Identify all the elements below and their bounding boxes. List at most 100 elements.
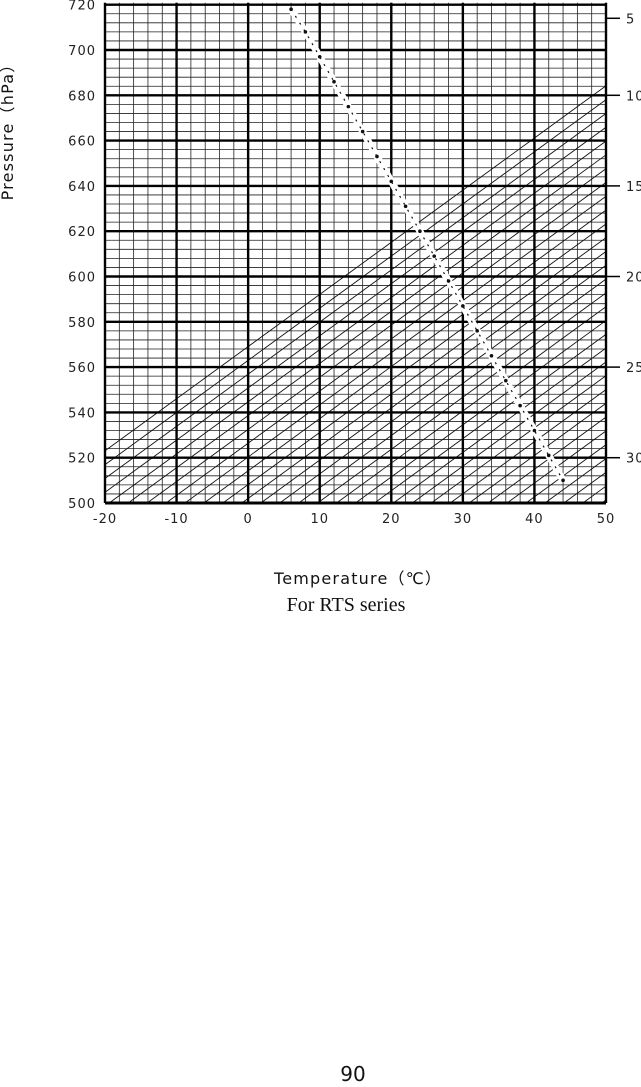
correction-curve (288, 7, 567, 483)
y-tick-label: 600 (68, 271, 96, 286)
isoline (493, 356, 595, 431)
figure-caption: For RTS series (286, 594, 406, 616)
isoline (203, 429, 305, 503)
isoline (152, 356, 254, 431)
y-tick-label: 500 (68, 497, 96, 512)
isoline (355, 429, 456, 503)
isoline (525, 444, 606, 503)
isoline (635, 0, 641, 65)
curve-point (489, 353, 494, 358)
isoline (574, 333, 606, 358)
y-tick-label: 540 (68, 406, 96, 421)
isoline (624, 138, 641, 211)
isoline (328, 283, 430, 358)
isoline (582, 485, 606, 503)
isoline (360, 356, 462, 431)
x-tick-label: 20 (382, 512, 401, 527)
isoline (404, 283, 505, 358)
isoline (336, 429, 438, 503)
isoline (604, 209, 606, 212)
y-tick-label: 560 (68, 361, 96, 376)
isoline (613, 284, 641, 357)
y-tick-label: 620 (68, 225, 96, 240)
isoline (572, 112, 606, 139)
right-tick-label: 20 (626, 271, 641, 286)
x-tick-label: 50 (597, 512, 616, 527)
isoline (536, 306, 606, 358)
curve-point (360, 129, 365, 134)
curve-point (518, 403, 522, 408)
isoline (466, 210, 568, 285)
y-tick-label: 700 (68, 44, 96, 59)
curve-line (290, 8, 564, 481)
isoline (284, 356, 386, 431)
curve-point (403, 204, 408, 209)
isoline (385, 283, 486, 358)
isoline (271, 283, 373, 358)
isoline (184, 429, 286, 503)
isoline (490, 137, 592, 212)
curve-point (446, 279, 451, 283)
isoline (474, 356, 576, 431)
isoline (409, 210, 511, 285)
isoline (233, 283, 335, 358)
x-tick-label: 0 (244, 512, 253, 527)
y-axis-label: Pressure（hPa） (0, 56, 17, 201)
curve-point (289, 7, 293, 12)
isoline (504, 210, 606, 285)
y-tick-label: 580 (68, 316, 96, 331)
y-axis-ticks: 500 520 540 560 580 600 620 640 660 680 700 720 (68, 0, 96, 512)
isoline (468, 429, 570, 503)
isoline (580, 264, 606, 285)
x-tick-label: -10 (164, 512, 188, 527)
isoline (105, 429, 153, 466)
isoline (498, 283, 600, 358)
curve-point (303, 30, 308, 34)
isoline (347, 283, 448, 358)
isoline (550, 388, 606, 431)
curve-point (461, 304, 465, 308)
x-tick-label: -20 (93, 512, 117, 527)
curve-point (546, 453, 551, 458)
curve-point (532, 428, 537, 433)
curve-point (561, 478, 565, 483)
right-tick-label: 10 (626, 89, 641, 104)
isoline (190, 356, 291, 431)
right-tick-label: 5 (626, 12, 635, 27)
curve-point (332, 79, 336, 84)
isoline (298, 429, 400, 503)
isoline (146, 429, 248, 503)
isoline (108, 429, 210, 503)
x-tick-label: 30 (454, 512, 473, 527)
isoline (471, 137, 573, 212)
isoline (452, 137, 554, 212)
y-tick-label: 660 (68, 135, 96, 150)
isoline (228, 356, 329, 431)
isoline (547, 168, 606, 212)
isoline (431, 429, 532, 503)
isoline (544, 457, 606, 503)
isoline (371, 210, 473, 285)
isoline (528, 154, 606, 212)
isoline (309, 283, 411, 358)
isoline (252, 283, 354, 358)
major-grid (103, 2, 608, 505)
isoline (542, 237, 606, 285)
isoline (561, 250, 606, 285)
right-tick-label: 30 (626, 452, 641, 467)
isoline (398, 356, 500, 431)
isoline (317, 429, 419, 503)
isoline (105, 429, 134, 452)
isoline (455, 356, 557, 431)
isoline (553, 99, 606, 139)
isoline (485, 210, 587, 285)
right-tick-label: 25 (626, 361, 641, 376)
isoline (441, 283, 543, 358)
isoline (479, 283, 581, 358)
isoline (632, 284, 641, 357)
page-number: 90 (340, 1062, 366, 1086)
isoline (209, 356, 310, 431)
right-tick-label: 15 (626, 180, 641, 195)
isoline (460, 283, 562, 358)
